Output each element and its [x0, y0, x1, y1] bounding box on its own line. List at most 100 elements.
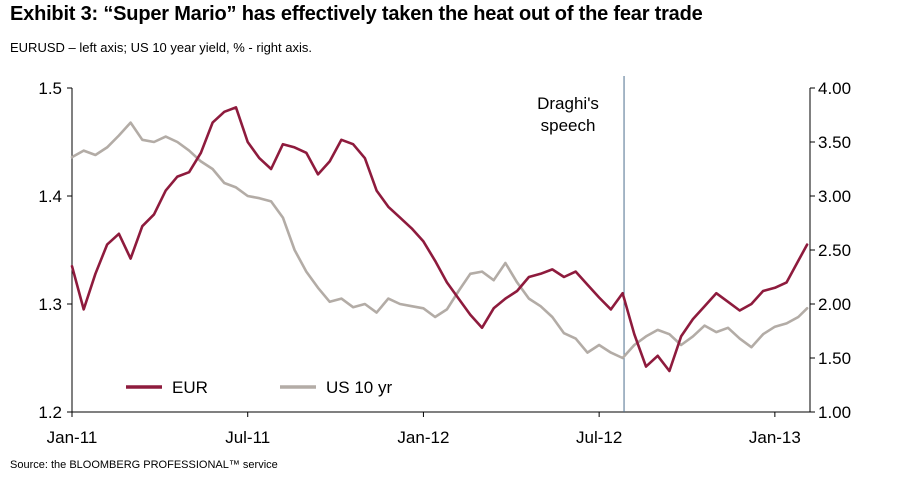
- data-point-us-10yr: [750, 346, 753, 349]
- data-point-eur: [516, 290, 518, 292]
- data-point-us-10yr: [762, 333, 764, 336]
- data-point-us-10yr: [141, 138, 144, 141]
- left-tick-label: 1.2: [38, 403, 62, 422]
- data-point-eur: [200, 151, 202, 154]
- data-point-us-10yr: [574, 337, 577, 340]
- data-point-us-10yr: [340, 297, 343, 300]
- data-point-eur: [797, 259, 800, 262]
- data-point-eur: [457, 297, 460, 300]
- data-point-us-10yr: [621, 357, 624, 359]
- data-point-us-10yr: [352, 306, 354, 309]
- right-tick-label: 3.00: [818, 187, 851, 206]
- data-point-eur: [738, 309, 741, 312]
- data-point-eur: [633, 333, 636, 336]
- legend-label-eur: EUR: [172, 378, 208, 397]
- right-tick-label: 1.50: [818, 349, 851, 368]
- data-point-us-10yr: [680, 344, 682, 346]
- data-point-us-10yr: [188, 149, 191, 152]
- data-point-eur: [762, 290, 764, 292]
- data-point-us-10yr: [364, 303, 366, 305]
- data-point-eur: [141, 225, 144, 228]
- data-point-eur: [806, 243, 808, 246]
- draghi-annotation: Draghi's speech: [537, 76, 625, 412]
- data-point-eur: [481, 326, 483, 329]
- legend-label-us-10yr: US 10 yr: [326, 378, 392, 397]
- data-point-us-10yr: [492, 279, 495, 282]
- data-point-eur: [492, 307, 495, 310]
- data-point-eur: [422, 240, 425, 243]
- data-point-eur: [528, 276, 530, 278]
- data-point-eur: [621, 292, 624, 295]
- data-point-eur: [539, 272, 542, 275]
- data-point-eur: [340, 138, 343, 141]
- data-point-eur: [246, 141, 249, 143]
- right-tick-label: 2.00: [818, 295, 851, 314]
- data-point-eur: [258, 157, 261, 160]
- data-point-eur: [680, 335, 682, 338]
- data-point-us-10yr: [106, 146, 108, 149]
- data-point-us-10yr: [774, 325, 776, 328]
- data-point-us-10yr: [563, 332, 565, 335]
- data-point-us-10yr: [422, 307, 425, 310]
- x-tick-label: Jan-12: [397, 428, 449, 447]
- data-point-eur: [317, 173, 319, 176]
- series-line-us-10yr: [70, 121, 809, 360]
- data-point-us-10yr: [246, 195, 249, 197]
- data-point-us-10yr: [434, 316, 436, 318]
- right-tick-label: 1.00: [818, 403, 851, 422]
- data-point-us-10yr: [282, 216, 284, 219]
- data-point-us-10yr: [785, 322, 788, 325]
- chart-axes: 1.2 1.3 1.4 1.5 1.00 1.50 2.00 2.50 3.00 3.50 4.00…: [38, 79, 851, 447]
- data-point-us-10yr: [200, 160, 202, 163]
- data-point-eur: [645, 365, 647, 368]
- data-point-eur: [282, 143, 284, 146]
- data-point-us-10yr: [692, 335, 694, 338]
- series-line-eur: [70, 106, 809, 373]
- data-point-us-10yr: [806, 307, 808, 310]
- data-point-us-10yr: [211, 168, 214, 170]
- data-point-us-10yr: [469, 272, 472, 275]
- data-point-eur: [551, 268, 554, 271]
- data-point-us-10yr: [375, 311, 378, 314]
- data-point-eur: [774, 286, 776, 289]
- annotation-label-line2: speech: [541, 116, 596, 135]
- data-point-eur: [586, 283, 589, 286]
- data-point-us-10yr: [586, 351, 589, 354]
- right-tick-label: 4.00: [818, 79, 851, 98]
- data-point-eur: [727, 300, 729, 303]
- data-point-us-10yr: [738, 337, 741, 340]
- data-point-eur: [750, 303, 753, 305]
- right-tick-label: 3.50: [818, 133, 851, 152]
- data-point-us-10yr: [399, 303, 401, 305]
- series-layer: [70, 106, 809, 373]
- data-point-eur: [129, 257, 132, 260]
- data-point-eur: [153, 213, 155, 216]
- data-point-us-10yr: [528, 297, 530, 300]
- data-point-us-10yr: [94, 154, 97, 156]
- data-point-us-10yr: [457, 290, 460, 292]
- data-point-us-10yr: [551, 316, 554, 318]
- data-point-eur: [574, 270, 577, 273]
- data-point-us-10yr: [82, 149, 85, 152]
- right-tick-label: 2.50: [818, 241, 851, 260]
- data-point-eur: [71, 265, 73, 268]
- data-point-eur: [188, 171, 191, 174]
- data-point-us-10yr: [317, 286, 319, 289]
- data-point-us-10yr: [610, 351, 612, 354]
- data-point-us-10yr: [176, 141, 179, 143]
- data-point-us-10yr: [598, 344, 600, 346]
- data-point-us-10yr: [118, 134, 120, 137]
- data-point-us-10yr: [797, 316, 800, 318]
- chart-subtitle: EURUSD – left axis; US 10 year yield, % …: [10, 40, 312, 55]
- data-point-us-10yr: [153, 141, 155, 143]
- data-point-eur: [235, 106, 237, 109]
- data-point-eur: [305, 151, 308, 154]
- data-point-eur: [352, 143, 354, 146]
- data-point-eur: [504, 297, 507, 300]
- x-tick-label: Jan-11: [47, 428, 98, 447]
- data-point-eur: [211, 121, 214, 124]
- data-point-eur: [563, 276, 565, 278]
- data-point-eur: [270, 168, 272, 170]
- data-point-us-10yr: [129, 121, 132, 124]
- data-point-us-10yr: [293, 249, 296, 251]
